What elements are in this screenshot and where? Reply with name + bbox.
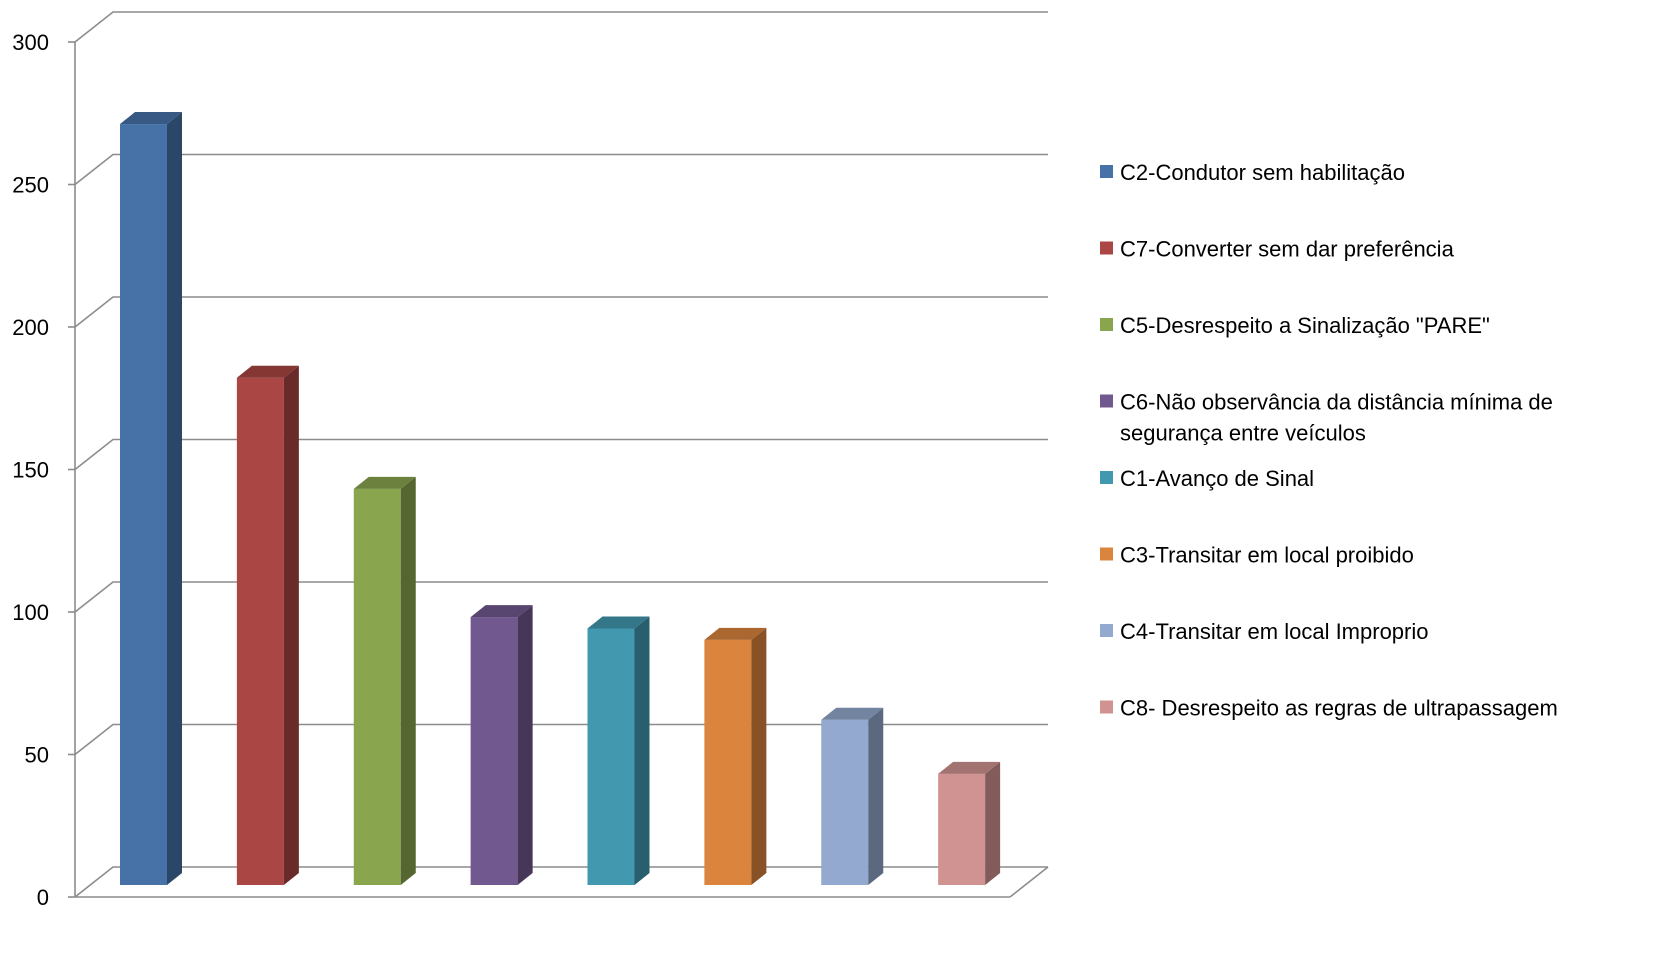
bar-side-face bbox=[985, 761, 1001, 885]
legend-label: C1-Avanço de Sinal bbox=[1120, 466, 1314, 491]
gridline bbox=[74, 866, 1048, 898]
bar bbox=[938, 761, 1001, 885]
bar-side-face bbox=[167, 112, 182, 886]
bar-front-face bbox=[470, 617, 518, 885]
y-tick-label: 50 bbox=[25, 743, 49, 768]
gridline bbox=[74, 153, 1048, 186]
y-tick-label: 250 bbox=[12, 173, 49, 198]
legend-label: segurança entre veículos bbox=[1120, 421, 1366, 446]
bar-top-face bbox=[120, 112, 182, 125]
legend-item: C6-Não observância da distância mínima d… bbox=[1100, 390, 1553, 446]
bar-side-face bbox=[517, 605, 533, 885]
legend-swatch bbox=[1100, 241, 1113, 255]
bar-front-face bbox=[120, 124, 167, 886]
legend-item: C4-Transitar em local Improprio bbox=[1100, 619, 1429, 644]
y-tick-label: 200 bbox=[12, 315, 49, 340]
legend-swatch bbox=[1100, 624, 1113, 637]
bar-front-face bbox=[704, 639, 752, 885]
bar-front-face bbox=[587, 628, 635, 885]
bar bbox=[470, 605, 533, 885]
bar-top-face bbox=[353, 476, 416, 489]
bar bbox=[821, 707, 884, 885]
gridline bbox=[74, 296, 1048, 328]
bar bbox=[704, 627, 767, 885]
gridline bbox=[74, 723, 1048, 756]
legend: C2-Condutor sem habilitação C7-Converter … bbox=[1100, 160, 1558, 721]
bar-top-face bbox=[704, 627, 767, 640]
legend-swatch bbox=[1100, 547, 1113, 561]
bars bbox=[120, 112, 1001, 886]
bar-front-face bbox=[821, 719, 869, 885]
gridline bbox=[74, 581, 1048, 613]
bar-side-face bbox=[868, 707, 884, 885]
bar-front-face bbox=[938, 773, 986, 885]
gridline bbox=[74, 438, 1048, 471]
bar bbox=[120, 112, 182, 886]
legend-item: C3-Transitar em local proibido bbox=[1100, 543, 1414, 568]
bar-front-face bbox=[353, 488, 401, 885]
gridline bbox=[74, 11, 1048, 43]
bar bbox=[587, 616, 650, 885]
bar-front-face bbox=[236, 377, 284, 885]
y-tick-label: 300 bbox=[12, 30, 49, 55]
legend-label: C2-Condutor sem habilitação bbox=[1120, 160, 1405, 185]
floor-side-edge bbox=[1009, 866, 1049, 898]
bar bbox=[236, 365, 299, 885]
bar bbox=[353, 476, 416, 885]
bar-side-face bbox=[751, 627, 767, 885]
bar-side-face bbox=[634, 616, 650, 885]
bar-top-face bbox=[587, 616, 650, 629]
bar-side-face bbox=[400, 476, 416, 885]
legend-swatch bbox=[1100, 165, 1113, 178]
legend-item: C2-Condutor sem habilitação bbox=[1100, 160, 1405, 185]
legend-label: C4-Transitar em local Improprio bbox=[1120, 619, 1429, 644]
legend-item: C7-Converter sem dar preferência bbox=[1100, 237, 1455, 262]
legend-label: C6-Não observância da distância mínima d… bbox=[1120, 390, 1553, 415]
bar-top-face bbox=[470, 605, 533, 618]
y-tick-label: 0 bbox=[37, 885, 49, 910]
legend-swatch bbox=[1100, 700, 1113, 714]
bar-top-face bbox=[236, 365, 299, 378]
legend-label: C8- Desrespeito as regras de ultrapassag… bbox=[1120, 696, 1558, 721]
y-axis: 0 50 100 150 200 250 300 bbox=[12, 30, 76, 910]
legend-item: C5-Desrespeito a Sinalização "PARE" bbox=[1100, 313, 1490, 338]
y-tick-label: 150 bbox=[12, 458, 49, 483]
y-tick-label: 100 bbox=[12, 600, 49, 625]
chart-gridlines bbox=[74, 11, 1049, 898]
legend-label: C7-Converter sem dar preferência bbox=[1120, 237, 1455, 262]
legend-label: C5-Desrespeito a Sinalização "PARE" bbox=[1120, 313, 1490, 338]
legend-swatch bbox=[1100, 471, 1113, 484]
legend-swatch bbox=[1100, 318, 1113, 331]
legend-item: C1-Avanço de Sinal bbox=[1100, 466, 1314, 491]
bar-top-face bbox=[938, 761, 1001, 774]
legend-swatch bbox=[1100, 394, 1113, 408]
bar-top-face bbox=[821, 707, 884, 720]
legend-item: C8- Desrespeito as regras de ultrapassag… bbox=[1100, 696, 1558, 721]
legend-label: C3-Transitar em local proibido bbox=[1120, 543, 1414, 568]
bar-side-face bbox=[283, 365, 299, 885]
